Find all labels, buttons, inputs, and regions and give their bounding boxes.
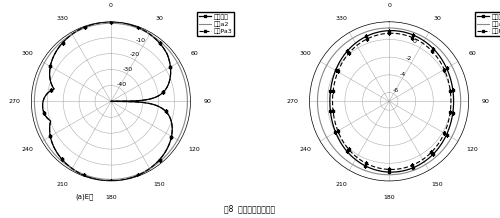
Text: 图8  天线的辐射方向图: 图8 天线的辐射方向图 (224, 204, 276, 213)
Legend: 大线仿真, 天线a2, 天线Pa3: 大线仿真, 天线a2, 天线Pa3 (197, 12, 234, 36)
Legend: 大线仿真, 天线a2, 天线Pa3: 大线仿真, 天线a2, 天线Pa3 (475, 12, 500, 36)
Text: (a)E面: (a)E面 (76, 193, 94, 200)
